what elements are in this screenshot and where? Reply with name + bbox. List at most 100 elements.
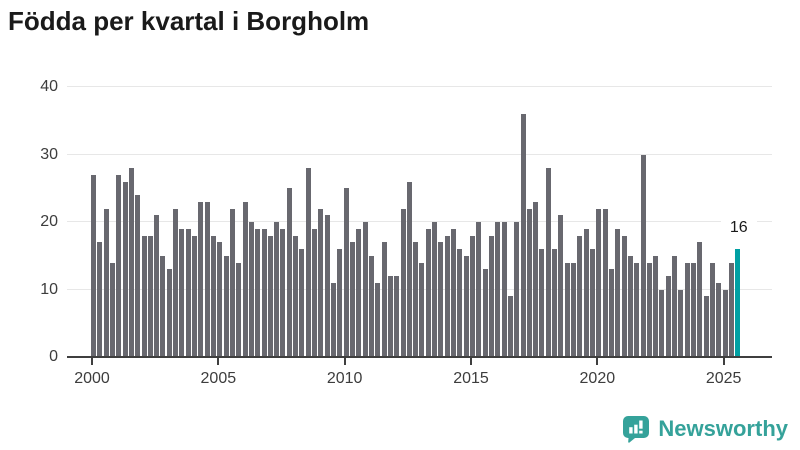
bar	[204, 201, 210, 357]
bar	[343, 188, 349, 357]
bar	[514, 222, 520, 357]
bar	[211, 235, 216, 357]
bar	[349, 242, 355, 357]
bar	[571, 262, 577, 357]
y-axis-label-40: 40	[40, 78, 58, 95]
x-axis-label-2000: 2000	[74, 370, 110, 387]
bar	[716, 282, 722, 357]
bar	[242, 201, 248, 357]
bar	[154, 215, 160, 357]
x-axis-tick-2005	[217, 358, 220, 365]
bar	[577, 235, 583, 357]
bar	[324, 215, 330, 357]
bar	[97, 242, 103, 357]
bar	[419, 262, 425, 357]
bar	[451, 228, 457, 357]
bar	[526, 208, 532, 357]
bar	[615, 228, 621, 357]
bar	[678, 289, 684, 357]
x-axis-tick-2020	[596, 358, 599, 365]
bar	[646, 262, 652, 357]
bar	[634, 262, 640, 357]
bar	[463, 255, 469, 357]
bar	[267, 235, 273, 357]
bar	[261, 228, 267, 357]
bar	[596, 208, 602, 357]
bar	[116, 174, 122, 357]
bar	[312, 228, 318, 357]
highlight-value-label: 16	[720, 218, 757, 238]
bar	[627, 255, 633, 357]
bar	[691, 262, 697, 357]
x-axis-label-2025: 2025	[705, 370, 742, 387]
bar	[621, 235, 627, 357]
bar	[91, 174, 96, 357]
bar	[469, 235, 475, 357]
bar	[305, 168, 311, 357]
bar	[406, 181, 412, 357]
x-axis-line	[67, 356, 772, 358]
bar	[375, 282, 381, 357]
bar	[438, 242, 444, 357]
bar	[659, 289, 665, 357]
bar	[318, 208, 324, 357]
y-axis-label-10: 10	[40, 280, 58, 298]
bar	[501, 222, 507, 357]
bar	[665, 276, 671, 357]
bar	[653, 255, 659, 357]
bar	[248, 222, 254, 357]
bar	[135, 195, 141, 357]
bar	[608, 269, 614, 357]
bar	[728, 262, 734, 357]
bar	[387, 276, 393, 357]
bar	[166, 269, 172, 357]
bar	[722, 289, 728, 357]
bar	[413, 242, 419, 357]
bar	[128, 168, 134, 357]
bar	[564, 262, 570, 357]
bar	[703, 296, 709, 357]
x-axis-label-2015: 2015	[453, 370, 489, 387]
bar	[160, 255, 166, 357]
x-axis-label-2010: 2010	[326, 370, 363, 387]
bar	[400, 208, 406, 357]
bar	[602, 208, 608, 357]
bar	[109, 262, 115, 357]
bar	[533, 201, 539, 357]
bar	[185, 228, 191, 357]
bar	[697, 242, 703, 357]
bar	[217, 242, 223, 357]
bar	[236, 262, 242, 357]
bar	[684, 262, 690, 357]
bar	[103, 208, 109, 357]
bar	[394, 276, 400, 357]
bar	[229, 208, 235, 357]
bar	[337, 249, 343, 357]
bar	[520, 114, 526, 357]
bar	[432, 222, 438, 357]
bar	[672, 255, 678, 357]
bar	[507, 296, 513, 357]
bar	[274, 222, 280, 357]
gridline-y-40	[67, 86, 772, 87]
bar	[640, 154, 646, 357]
bar	[147, 235, 153, 357]
x-axis-tick-2010	[343, 358, 346, 365]
bar	[476, 222, 482, 357]
bar	[179, 228, 185, 357]
bar	[141, 235, 147, 357]
highlighted-bar	[735, 249, 741, 357]
x-axis-label-2005: 2005	[200, 370, 237, 387]
bar	[381, 242, 387, 357]
y-axis-label-0: 0	[49, 348, 58, 365]
newsworthy-logo-text: Newsworthy	[658, 416, 788, 441]
bar	[192, 235, 198, 357]
gridline-y-20	[67, 221, 772, 222]
bar	[545, 168, 551, 357]
plot-area	[67, 86, 772, 357]
bar	[482, 269, 488, 357]
gridline-y-30	[67, 153, 772, 155]
bar	[368, 255, 374, 357]
bar	[280, 228, 286, 357]
